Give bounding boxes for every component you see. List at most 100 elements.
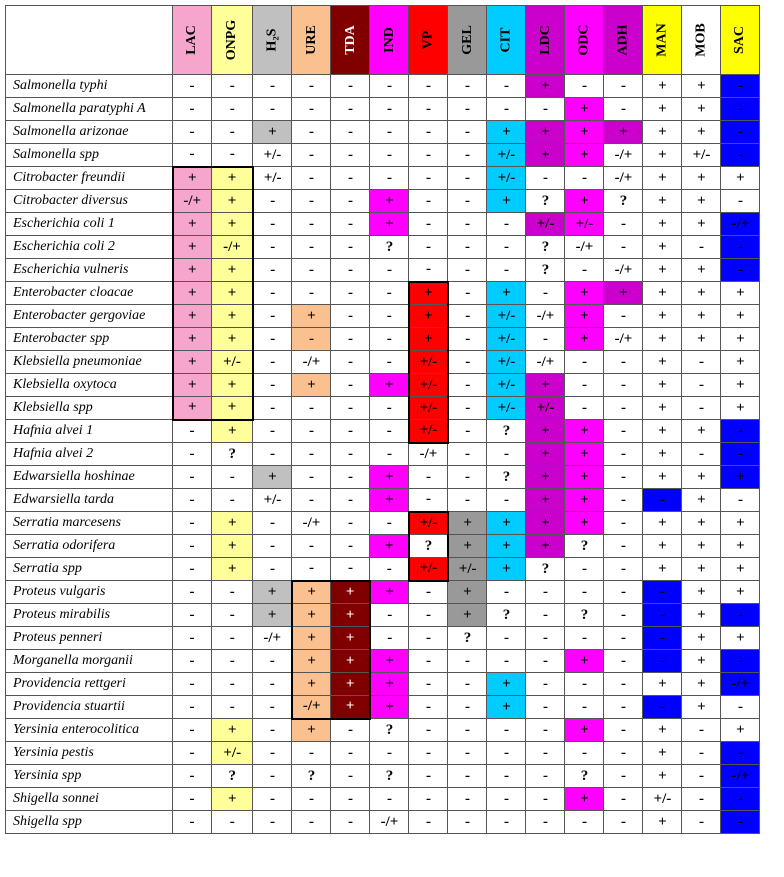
result-cell: + [564, 511, 605, 535]
result-cell: - [291, 212, 332, 236]
organism-name: Klebsiella spp [5, 396, 173, 420]
result-cell: + [681, 603, 722, 627]
table-row: Salmonella typhi - - - - - - - - - + - - + + - [5, 74, 761, 98]
result-cell: + [681, 672, 722, 696]
result-cell: - [642, 603, 683, 627]
organism-name: Enterobacter cloacae [5, 281, 173, 305]
result-cell: - [720, 603, 761, 627]
result-cell: - [408, 74, 449, 98]
result-cell: - [210, 810, 254, 834]
result-cell: + [330, 695, 371, 720]
result-cell: + [210, 373, 254, 397]
result-cell: - [291, 787, 332, 811]
result-cell: +/- [642, 787, 683, 811]
result-cell: + [525, 419, 566, 443]
result-cell: + [369, 488, 410, 512]
organism-name: Proteus penneri [5, 626, 173, 650]
result-cell: - [291, 442, 332, 466]
column-header-hs: H₂S [252, 5, 293, 75]
result-cell: + [564, 327, 605, 351]
result-cell: + [642, 235, 683, 259]
result-cell: - [330, 373, 371, 397]
column-header-label: ODC [576, 24, 592, 56]
result-cell: + [486, 281, 527, 305]
result-cell: - [172, 419, 212, 443]
table-row: Edwarsiella tarda - - +/- - - + - - - + + - - + - [5, 488, 761, 512]
result-cell: + [564, 718, 605, 742]
result-cell: - [486, 718, 527, 742]
result-cell: - [252, 74, 293, 98]
table-row: Citrobacter freundii + + +/- - - - - - +/- - - -/+ + +… [5, 165, 761, 190]
result-cell: + [290, 672, 332, 696]
result-cell: + [252, 120, 293, 144]
result-cell: ? [210, 764, 254, 788]
result-cell: - [603, 97, 644, 121]
table-row: Salmonella paratyphi A - - - - - - - - - - + - + + - [5, 97, 761, 121]
result-cell: - [172, 465, 212, 489]
result-cell: + [720, 396, 761, 420]
table-row: Enterobacter spp + + - - - - + - +/- - + -/+ + + + [5, 327, 761, 351]
result-cell: - [447, 396, 488, 420]
result-cell: - [447, 258, 488, 282]
result-cell: + [210, 189, 254, 213]
result-cell: + [564, 465, 605, 489]
result-cell: - [330, 810, 371, 834]
result-cell: - [252, 741, 293, 765]
result-cell: + [210, 534, 254, 558]
result-cell: - [447, 672, 488, 696]
result-cell: - [603, 764, 644, 788]
result-cell: -/+ [603, 166, 644, 190]
result-cell: + [681, 212, 722, 236]
result-cell: - [603, 580, 644, 604]
result-cell: ? [564, 764, 605, 788]
result-cell: - [525, 580, 566, 604]
result-cell: + [642, 373, 683, 397]
result-cell: - [447, 281, 488, 305]
result-cell: +/- [681, 143, 722, 167]
result-cell: - [720, 235, 761, 259]
result-cell: - [564, 350, 605, 374]
result-cell: + [642, 764, 683, 788]
result-cell: + [564, 787, 605, 811]
result-cell: - [642, 695, 683, 719]
organism-name: Hafnia alvei 2 [5, 442, 173, 466]
result-cell: - [720, 442, 761, 466]
result-cell: + [210, 511, 254, 535]
result-cell: + [603, 281, 644, 305]
result-cell: - [252, 810, 293, 834]
result-cell: - [603, 718, 644, 742]
result-cell: - [252, 235, 293, 259]
result-cell: + [369, 534, 410, 558]
result-cell: - [330, 74, 371, 98]
result-cell: - [564, 626, 605, 650]
result-cell: +/- [407, 350, 449, 374]
result-cell: - [564, 166, 605, 190]
table-body: Salmonella typhi - - - - - - - - - + - - + + - Salmonell… [5, 74, 761, 834]
result-cell: - [486, 787, 527, 811]
result-cell: - [603, 74, 644, 98]
result-cell: +/- [525, 212, 566, 236]
result-cell: - [681, 235, 722, 259]
result-cell: - [408, 718, 449, 742]
result-cell: +/- [486, 304, 527, 328]
table-row: Morganella morganii - - - + + + - - - - + - - + - [5, 649, 761, 673]
result-cell: - [330, 350, 371, 374]
result-cell: + [369, 672, 410, 696]
result-cell: + [681, 511, 722, 535]
result-cell: + [171, 165, 212, 190]
result-cell: + [642, 396, 683, 420]
result-cell: - [408, 695, 449, 719]
result-cell: + [642, 350, 683, 374]
result-cell: ? [369, 764, 410, 788]
result-cell: +/- [407, 419, 449, 444]
result-cell: - [291, 810, 332, 834]
result-cell: + [290, 649, 332, 673]
result-cell: - [210, 580, 254, 604]
result-cell: - [252, 649, 293, 673]
result-cell: - [408, 212, 449, 236]
result-cell: - [603, 304, 644, 328]
table-row: Edwarsiella hoshinae - - + - - + - -? + + - + + + [5, 465, 761, 489]
column-header-odc: ODC [564, 5, 605, 75]
result-cell: - [408, 189, 449, 213]
result-cell: - [720, 74, 761, 98]
